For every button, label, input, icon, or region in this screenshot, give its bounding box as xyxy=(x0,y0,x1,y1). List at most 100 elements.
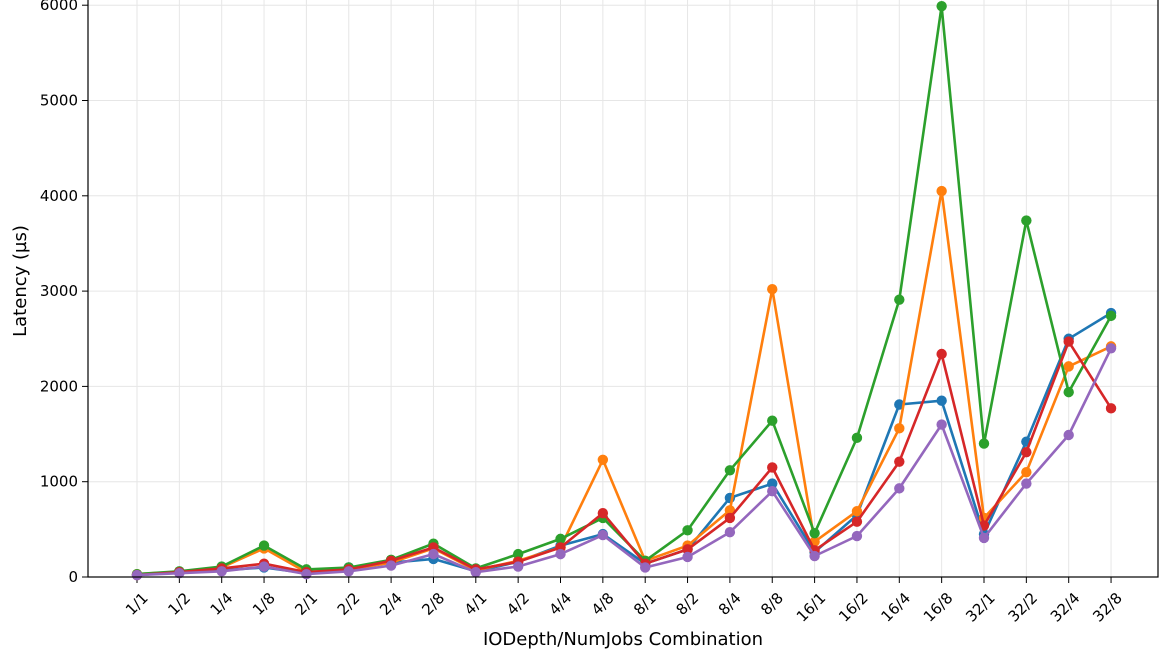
data-point xyxy=(894,423,905,434)
data-point xyxy=(428,548,439,560)
data-point xyxy=(385,560,397,571)
data-point xyxy=(1105,310,1117,322)
data-point xyxy=(809,550,820,562)
y-tick-label: 3000 xyxy=(40,282,78,300)
data-point xyxy=(258,540,270,551)
data-point xyxy=(682,551,693,563)
x-tick-label: 32/4 xyxy=(1047,589,1084,626)
data-point xyxy=(216,566,227,577)
x-tick-label: 2/1 xyxy=(291,589,321,619)
grid-lines xyxy=(88,0,1158,578)
x-tick-label: 32/2 xyxy=(1005,589,1042,626)
data-point xyxy=(767,478,778,489)
data-point xyxy=(851,506,863,517)
x-tick-label: 2/2 xyxy=(334,589,364,619)
y-tick-label: 0 xyxy=(68,568,78,586)
data-point xyxy=(682,525,693,536)
x-tick-label: 8/2 xyxy=(673,589,703,619)
y-tick-label: 6000 xyxy=(40,0,78,14)
x-tick-label: 8/8 xyxy=(757,589,787,619)
data-point xyxy=(1021,466,1032,478)
data-point xyxy=(1063,429,1074,441)
x-tick-label: 16/2 xyxy=(835,589,872,626)
axes-frame xyxy=(87,0,1159,578)
data-point xyxy=(512,561,524,572)
data-point xyxy=(724,512,736,524)
data-point xyxy=(597,529,609,541)
data-point xyxy=(767,486,778,497)
x-tick-label: 1/4 xyxy=(207,589,237,619)
x-tick-label: 32/8 xyxy=(1089,589,1126,626)
data-point xyxy=(894,294,905,305)
data-point xyxy=(724,527,736,538)
data-point xyxy=(936,0,947,12)
data-point xyxy=(1063,386,1074,398)
series-2 xyxy=(131,185,1117,580)
data-point xyxy=(1021,446,1032,458)
data-point xyxy=(640,562,651,573)
y-axis-title: Latency (µs) xyxy=(10,225,31,337)
data-point xyxy=(851,530,863,542)
data-point xyxy=(978,438,990,449)
y-tick-label: 1000 xyxy=(40,473,78,491)
data-point xyxy=(174,567,185,579)
data-point xyxy=(767,283,778,295)
data-point xyxy=(851,432,863,444)
data-point xyxy=(555,533,566,545)
data-point xyxy=(1021,478,1032,489)
data-point xyxy=(894,456,905,467)
series-line xyxy=(136,340,1113,577)
y-axis-ticks: 0 1000 2000 3000 4000 5000 6000 xyxy=(40,0,88,586)
data-point xyxy=(555,548,566,560)
x-tick-label: 1/2 xyxy=(164,589,194,619)
x-tick-label: 8/4 xyxy=(715,589,745,619)
x-tick-label: 2/4 xyxy=(376,589,406,619)
x-tick-label: 1/8 xyxy=(249,589,279,619)
data-point xyxy=(258,561,270,572)
data-point xyxy=(343,566,354,577)
series-line xyxy=(136,189,1112,576)
data-point xyxy=(682,544,693,555)
plot-frame xyxy=(87,0,1159,578)
series-4 xyxy=(131,336,1117,581)
data-point xyxy=(936,348,947,360)
x-tick-label: 8/1 xyxy=(630,589,660,619)
data-point xyxy=(978,532,990,544)
y-tick-label: 5000 xyxy=(40,92,78,110)
series-3 xyxy=(131,0,1117,580)
data-point xyxy=(894,483,905,494)
data-point xyxy=(470,567,481,578)
y-tick-label: 4000 xyxy=(40,187,78,205)
series-line xyxy=(136,347,1113,577)
x-tick-label: 4/4 xyxy=(545,589,575,619)
data-point xyxy=(767,462,778,473)
x-tick-label: 2/8 xyxy=(418,589,448,619)
series-5 xyxy=(131,343,1117,581)
data-point xyxy=(936,185,947,197)
x-tick-label: 32/1 xyxy=(962,589,999,626)
x-tick-label: 1/1 xyxy=(122,589,152,619)
series-lines xyxy=(131,0,1117,581)
data-point xyxy=(597,454,609,465)
data-point xyxy=(936,419,947,430)
x-tick-label: 4/1 xyxy=(461,589,491,619)
data-point xyxy=(851,516,863,527)
data-point xyxy=(131,569,143,581)
data-point xyxy=(936,395,947,406)
data-point xyxy=(1021,215,1032,226)
data-point xyxy=(1063,336,1074,347)
data-point xyxy=(1063,361,1074,372)
x-tick-label: 4/2 xyxy=(503,589,533,619)
x-axis-title: IODepth/NumJobs Combination xyxy=(483,629,763,650)
data-point xyxy=(512,548,524,560)
x-axis-ticks: 1/1 1/2 1/4 1/8 2/1 2/2 2/4 2/8 4/1 4/2 4/4 4/8 8/1 8… xyxy=(122,577,1126,626)
x-tick-label: 4/8 xyxy=(588,589,618,619)
x-tick-label: 16/1 xyxy=(793,589,830,626)
data-point xyxy=(301,568,312,580)
data-point xyxy=(1105,403,1117,414)
data-point xyxy=(767,415,778,426)
data-point xyxy=(1105,343,1117,354)
data-point xyxy=(809,527,820,539)
x-tick-label: 16/4 xyxy=(878,589,915,626)
